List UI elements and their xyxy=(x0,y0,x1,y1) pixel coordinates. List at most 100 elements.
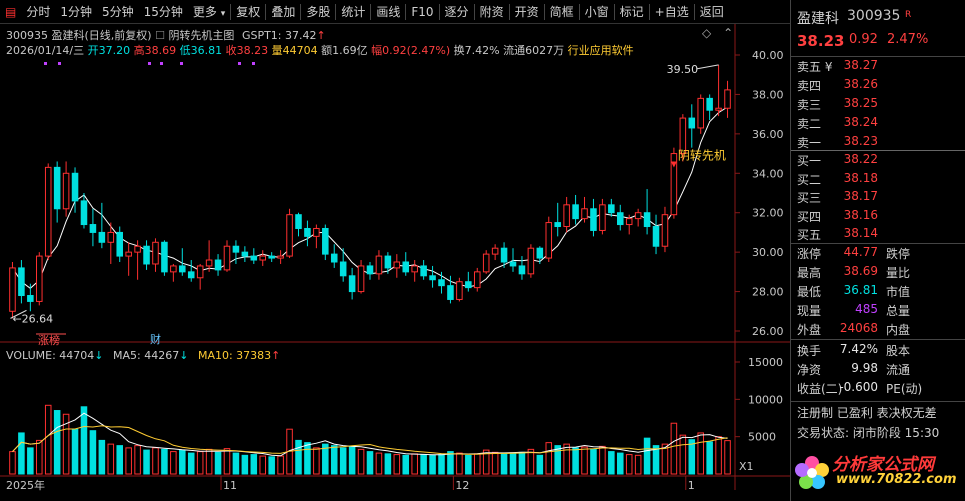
period-15min[interactable]: 15分钟 xyxy=(143,5,183,19)
amp-value: 0.92(2.47%) xyxy=(382,44,451,57)
price-tick-label: 40.00 xyxy=(752,49,784,62)
volume-bar xyxy=(420,454,427,475)
ask-row: 卖四 38.26 xyxy=(791,77,965,96)
logo-title: 分析家公式网 xyxy=(832,455,934,475)
up-arrow-icon: ↑ xyxy=(271,349,281,362)
date: 2026/01/14/三 xyxy=(6,44,85,57)
ma5-value: 44267 xyxy=(144,349,180,362)
flower-logo-icon xyxy=(795,456,829,489)
candle-body xyxy=(491,247,499,255)
stock-name: 盈建科 xyxy=(797,11,839,27)
price-tick-label: 36.00 xyxy=(752,128,784,141)
toolbar-item-back[interactable]: 返回 xyxy=(699,5,724,19)
candle-body xyxy=(447,285,454,300)
period-timeshare[interactable]: 分时 xyxy=(26,5,51,19)
min-price-label: ←26.64 xyxy=(12,312,53,325)
candle-body xyxy=(241,251,249,257)
toolbar-item-adjust[interactable]: 复权 xyxy=(236,5,261,19)
diamond-icon[interactable]: ◇ xyxy=(702,26,712,40)
row-label: 买四 xyxy=(797,209,822,224)
high-value: 38.69 xyxy=(144,44,177,57)
volume-bar xyxy=(152,447,159,475)
ask-row: 卖二 38.24 xyxy=(791,115,965,134)
candle-body xyxy=(366,265,374,275)
candle-body xyxy=(661,214,669,247)
x-tick-label: 1 xyxy=(688,479,695,492)
price-axis: 40.00 38.00 36.00 34.00 32.00 30.00 28.00 26.00… xyxy=(6,49,784,492)
toolbar-item-overlay[interactable]: 叠加 xyxy=(271,5,296,19)
row-label: 卖三 xyxy=(797,98,822,112)
ma5-label: MA5: xyxy=(113,349,141,362)
volume-bar xyxy=(179,449,186,475)
row-label-right: 跌停 xyxy=(886,247,911,261)
row-label: 收益(二) xyxy=(797,382,843,396)
row-value: -0.600 xyxy=(839,380,878,394)
row-label: 净资 xyxy=(797,363,822,377)
volume-info-line: VOLUME: 44704↓ MA5: 44267↓ MA10: 37383↑ xyxy=(6,349,280,362)
toolbar-item-tick[interactable]: 逐分 xyxy=(444,5,469,19)
industry[interactable]: 行业应用软件 xyxy=(567,44,634,57)
period-more[interactable]: 更多 ▾ xyxy=(188,3,230,20)
expand-icon[interactable]: ▤ xyxy=(5,4,17,19)
stat-row: 现量 485 总量 xyxy=(791,302,965,321)
volume-bar xyxy=(232,452,240,475)
price-change: 0.92 xyxy=(849,32,878,47)
event-dot xyxy=(148,62,151,65)
vol-tick-label: 15000 xyxy=(748,356,783,369)
toolbar-item-mark[interactable]: 标记 xyxy=(619,5,644,19)
candle-body xyxy=(286,214,293,257)
indicator-name[interactable]: 阴转先机主图 xyxy=(168,29,235,42)
bid-row: 买三 38.17 xyxy=(791,189,965,208)
volume-bar xyxy=(357,448,365,475)
toolbar-item-fund[interactable]: 附资 xyxy=(479,5,504,19)
x-tick-label: 2025年 xyxy=(6,478,45,492)
candle-body xyxy=(348,275,356,293)
row-label: 最高 xyxy=(797,266,822,280)
candle-body xyxy=(9,267,16,312)
event-dot xyxy=(160,62,163,65)
volume-bar xyxy=(134,445,141,475)
volume-bar xyxy=(36,439,43,475)
trade-status: 交易状态: 闭市阶段 15:30 xyxy=(791,424,965,443)
quote-panel: 盈建科 300935 R 38.23 0.92 2.47% 卖五 ¥38.27 卖… xyxy=(790,0,965,501)
toolbar-item-stats[interactable]: 统计 xyxy=(341,5,366,19)
logo-url: www.70822.com xyxy=(836,472,957,487)
period-5min[interactable]: 5分钟 xyxy=(102,5,134,19)
candle-body xyxy=(295,214,302,229)
vol-tick-label: 5000 xyxy=(748,431,776,444)
toolbar-item-mini[interactable]: 小窗 xyxy=(584,5,609,19)
volume-bar xyxy=(581,446,588,475)
candle-body xyxy=(429,275,436,281)
row-value: 38.26 xyxy=(843,77,878,91)
volume-bar xyxy=(456,452,463,475)
volume-bar xyxy=(715,436,722,475)
float-value: 6027万 xyxy=(525,44,565,57)
candle-body xyxy=(304,227,311,237)
toolbar-item-multi[interactable]: 多股 xyxy=(306,5,331,19)
candle-body xyxy=(357,265,365,293)
gspt-label: GSPT1: xyxy=(241,29,282,42)
float-label: 流通 xyxy=(503,44,526,57)
volume-bar xyxy=(27,447,34,475)
kline-chart[interactable]: 40.00 38.00 36.00 34.00 32.00 30.00 28.00 26.00… xyxy=(0,0,790,501)
chevron-down-icon: ▾ xyxy=(220,9,226,19)
period-1min[interactable]: 1分钟 xyxy=(60,5,92,19)
volume-bar xyxy=(295,439,302,475)
collapse-icon[interactable]: ☐ xyxy=(155,29,169,42)
candle-body xyxy=(545,222,553,259)
volume-value: 44704 xyxy=(59,349,95,362)
toolbar-item-f10[interactable]: F10 xyxy=(411,4,434,19)
toolbar-item-draw[interactable]: 画线 xyxy=(376,5,401,19)
toolbar-item-open[interactable]: 开资 xyxy=(514,5,539,19)
fin-tag: 财 xyxy=(150,332,161,346)
volume-bar xyxy=(313,447,320,475)
candle-body xyxy=(697,97,704,129)
volume-bar xyxy=(402,454,410,475)
toolbar-item-watch[interactable]: +自选 xyxy=(654,5,689,19)
reg-info: 注册制 已盈利 表决权无差 xyxy=(791,404,965,423)
stock-code: 300935 xyxy=(847,8,901,24)
row-label: 外盘 xyxy=(797,323,822,337)
chevron-up-icon[interactable]: ⌃ xyxy=(723,26,734,40)
grid xyxy=(0,24,790,490)
toolbar-item-simple[interactable]: 简框 xyxy=(549,5,574,19)
